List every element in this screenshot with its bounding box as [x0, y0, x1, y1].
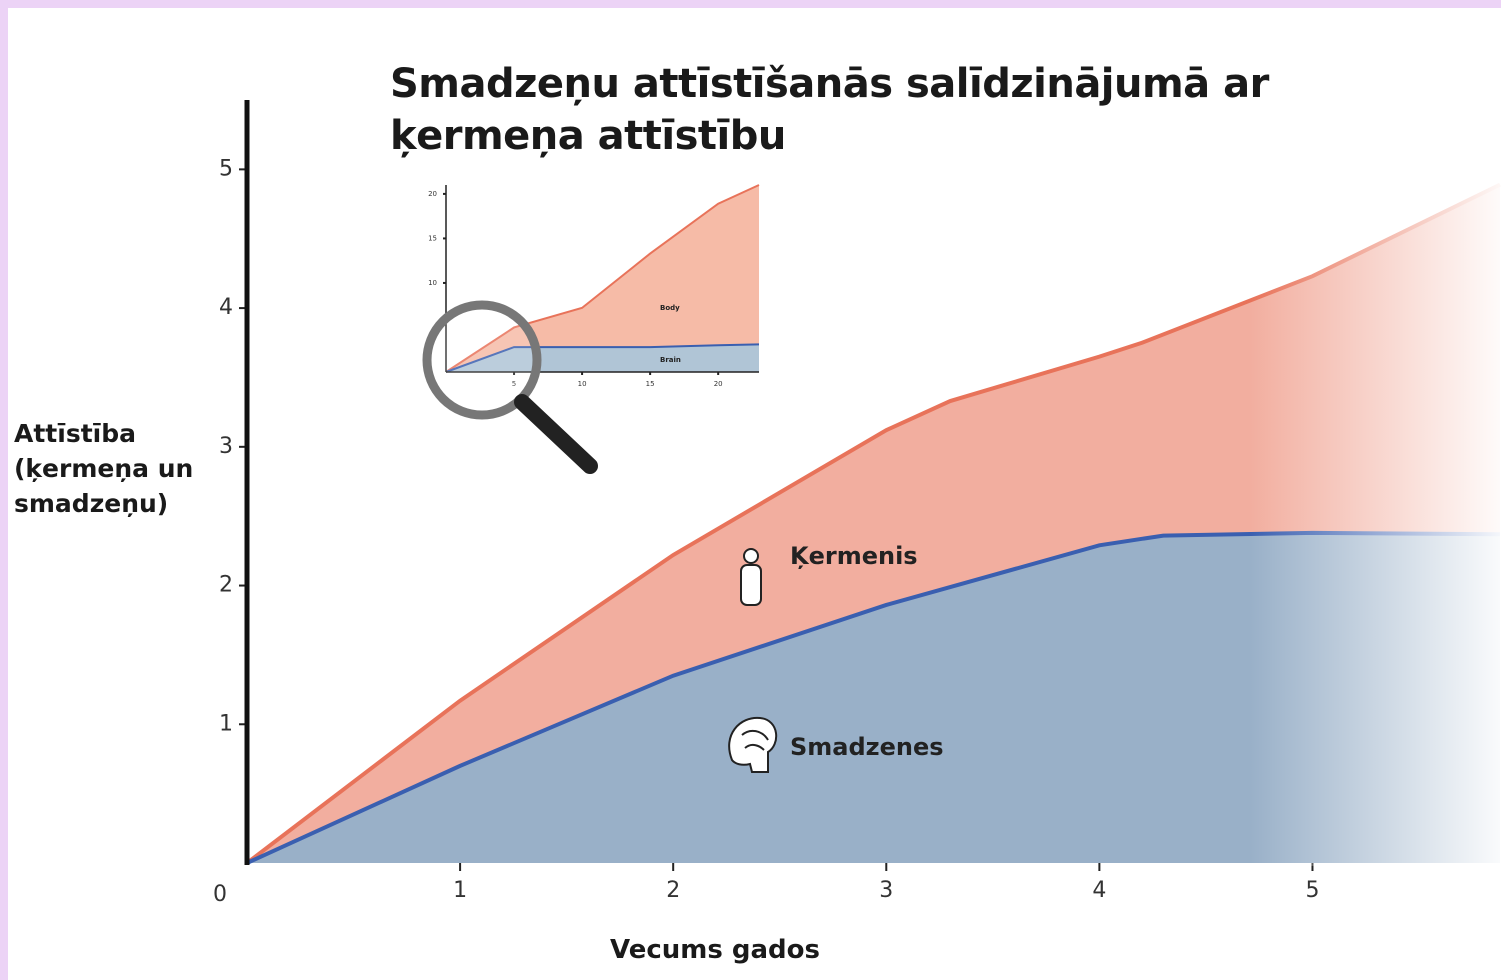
y-tick-label: 1 [219, 711, 233, 736]
y-tick-label: 4 [219, 295, 233, 320]
series-label: Body [660, 304, 680, 312]
x-tick-label: 4 [1092, 878, 1106, 903]
y-tick-label: 10 [428, 279, 437, 287]
x-axis-title: Vecums gados [560, 935, 870, 965]
y-tick-label: 15 [428, 234, 437, 242]
y-tick-label: 20 [428, 190, 437, 198]
x-tick-label: 0 [213, 882, 227, 907]
x-tick-label: 3 [879, 878, 893, 903]
x-tick-label: 5 [1305, 878, 1319, 903]
y-tick-label: 3 [219, 434, 233, 459]
page: {"chart_data": [ {"type": "area", "title… [0, 0, 1501, 980]
x-tick-label: 1 [453, 878, 467, 903]
y-axis-title: Attīstība (ķermeņa un smadzeņu) [14, 416, 199, 521]
series-label: Smadzenes [790, 733, 944, 761]
y-tick-label: 5 [219, 156, 233, 181]
series-label: Ķermenis [790, 542, 918, 570]
body-icon [741, 549, 761, 605]
x-tick-label: 2 [666, 878, 680, 903]
series-label: Brain [660, 356, 681, 364]
x-tick-label: 15 [646, 380, 655, 388]
y-tick-label: 2 [219, 573, 233, 598]
x-tick-label: 20 [714, 380, 723, 388]
chart-title: Smadzeņu attīstīšanās salīdzinājumā ar ķ… [390, 58, 1390, 162]
x-tick-label: 10 [578, 380, 587, 388]
fade-overlay [1250, 150, 1501, 866]
